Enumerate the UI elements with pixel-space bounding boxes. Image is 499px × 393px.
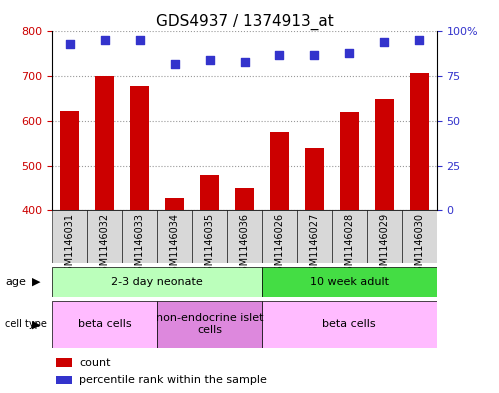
Point [380,39,388,45]
Bar [262,301,437,348]
Bar [305,148,324,210]
Text: GSM1146031: GSM1146031 [65,213,75,278]
Bar [56,358,72,367]
Bar [200,175,219,210]
Bar [367,210,402,263]
Point [345,50,353,56]
Point [101,37,109,44]
Title: GDS4937 / 1374913_at: GDS4937 / 1374913_at [156,14,333,30]
Bar [157,301,262,348]
Bar [297,210,332,263]
Text: count: count [79,358,111,367]
Bar [332,210,367,263]
Bar [95,76,114,210]
Text: non-endocrine islet
cells: non-endocrine islet cells [156,314,263,335]
Text: GSM1146032: GSM1146032 [100,213,110,278]
Bar [87,210,122,263]
Text: percentile rank within the sample: percentile rank within the sample [79,375,267,385]
Bar [56,376,72,384]
Point [66,41,74,47]
Text: 2-3 day neonate: 2-3 day neonate [111,277,203,287]
Bar [340,112,359,210]
Point [241,59,249,65]
Text: GSM1146033: GSM1146033 [135,213,145,278]
Bar [375,99,394,210]
Text: GSM1146027: GSM1146027 [309,213,319,278]
Bar [227,210,262,263]
Point [275,51,283,58]
Text: ▶: ▶ [32,277,41,287]
Point [136,37,144,44]
Point [171,61,179,67]
Point [206,57,214,63]
Text: GSM1146035: GSM1146035 [205,213,215,278]
Point [415,37,423,44]
Text: GSM1146036: GSM1146036 [240,213,250,278]
Text: beta cells: beta cells [322,319,376,329]
Bar [157,210,192,263]
Text: GSM1146029: GSM1146029 [379,213,389,278]
Text: age: age [5,277,26,287]
Bar [122,210,157,263]
Bar [52,267,262,297]
Text: GSM1146028: GSM1146028 [344,213,354,278]
Bar [262,267,437,297]
Bar [192,210,227,263]
Text: 10 week adult: 10 week adult [310,277,389,287]
Bar [235,188,254,210]
Text: cell type: cell type [5,319,47,329]
Point [310,51,318,58]
Text: GSM1146030: GSM1146030 [414,213,424,278]
Bar [52,210,87,263]
Bar [130,86,149,210]
Bar [402,210,437,263]
Bar [52,301,157,348]
Bar [165,198,184,210]
Text: GSM1146034: GSM1146034 [170,213,180,278]
Text: ▶: ▶ [32,319,41,329]
Text: GSM1146026: GSM1146026 [274,213,284,278]
Bar [60,111,79,210]
Bar [270,132,289,210]
Bar [262,210,297,263]
Bar [410,73,429,210]
Text: beta cells: beta cells [78,319,132,329]
